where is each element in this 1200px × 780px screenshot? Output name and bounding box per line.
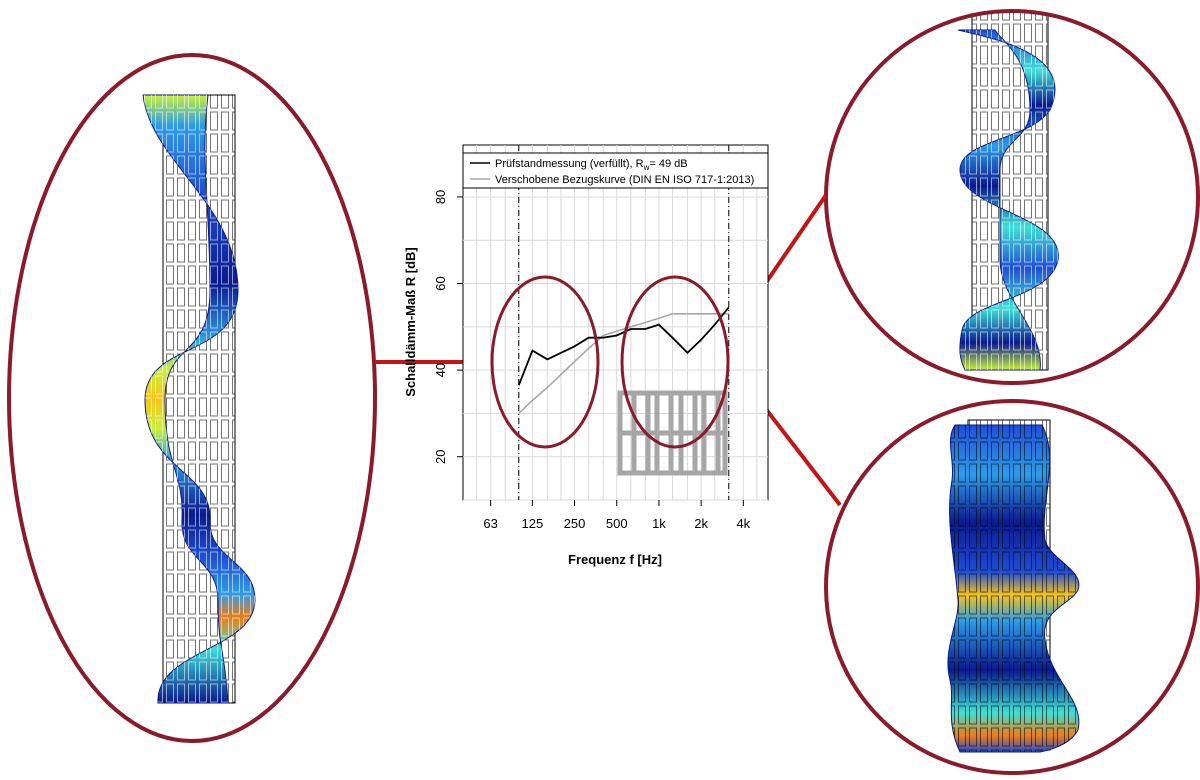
legend-label-measurement: Prüfstandmessung (verfüllt), Rw= 49 dB — [495, 158, 688, 172]
x-tick-label: 500 — [606, 516, 628, 531]
y-tick-label: 40 — [433, 363, 448, 377]
left-mode-shape-panel — [7, 53, 377, 743]
legend: Prüfstandmessung (verfüllt), Rw= 49 dB V… — [462, 152, 769, 189]
left-deformed-wall-cells — [143, 95, 255, 703]
low-frequency-highlight — [490, 275, 600, 449]
x-tick-label: 2k — [694, 516, 708, 531]
legend-box — [462, 152, 769, 189]
range-markers — [518, 145, 730, 500]
y-axis-title: Schalldämm-Maß R [dB] — [403, 247, 418, 397]
high-frequency-highlight — [620, 275, 730, 449]
x-axis-title: Frequenz f [Hz] — [568, 552, 662, 567]
sound-reduction-chart: 63 125 250 500 1k 2k 4k 20 40 60 80 Prüfstandmess… — [403, 144, 769, 567]
left-undeformed-wall — [162, 94, 236, 704]
upper-right-mode-shape-panel — [824, 9, 1200, 385]
x-tick-label: 250 — [564, 516, 586, 531]
x-tick-label: 125 — [522, 516, 544, 531]
y-tick-label: 80 — [433, 190, 448, 204]
series-reference — [518, 312, 729, 414]
legend-label-reference: Verschobene Bezugskurve (DIN EN ISO 717-… — [495, 174, 754, 186]
x-tick-label: 4k — [736, 516, 750, 531]
series-line-reference — [518, 312, 729, 414]
left-highlight-ring — [7, 53, 377, 743]
y-tick-label: 60 — [433, 276, 448, 290]
y-tick-label: 20 — [433, 449, 448, 463]
brick-cross-section-icon — [617, 390, 728, 476]
x-tick-label: 63 — [483, 516, 497, 531]
y-axis: 20 40 60 80 — [433, 190, 463, 464]
lower-right-mode-shape-panel — [824, 399, 1200, 775]
x-axis: 63 125 250 500 1k 2k 4k — [483, 500, 751, 531]
lower-right-highlight-ring — [824, 399, 1200, 775]
x-tick-label: 1k — [652, 516, 666, 531]
